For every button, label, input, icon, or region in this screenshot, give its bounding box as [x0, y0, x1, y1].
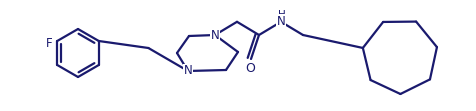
Text: F: F	[46, 37, 52, 50]
Text: O: O	[245, 61, 254, 74]
Text: N: N	[183, 64, 192, 77]
Text: N: N	[210, 29, 219, 42]
Text: H: H	[278, 10, 285, 20]
Text: N: N	[276, 15, 285, 28]
